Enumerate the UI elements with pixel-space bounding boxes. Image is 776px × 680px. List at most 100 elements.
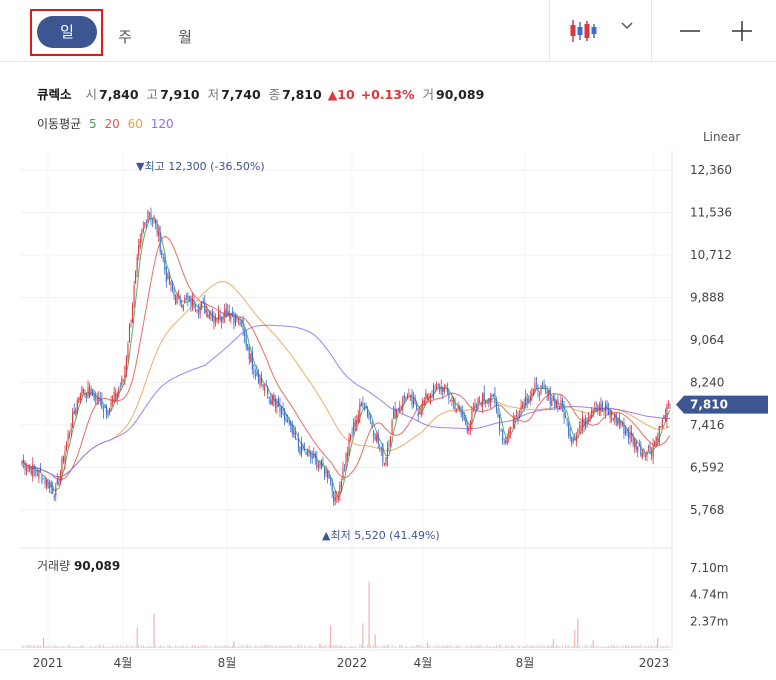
volume-bar (621, 644, 623, 648)
volume-bar (632, 645, 634, 648)
candle-body (537, 385, 539, 392)
volume-bar (199, 646, 201, 648)
candle-body (330, 478, 332, 482)
volume-bar (228, 646, 230, 648)
candle-body (337, 496, 339, 500)
candle-body (388, 444, 390, 446)
candle-body (336, 496, 338, 498)
candle-body (422, 400, 424, 409)
volume-axis-label: 2.37m (690, 614, 728, 628)
candle-body (217, 311, 220, 320)
candle-body (52, 486, 54, 494)
volume-bar (211, 647, 213, 648)
candle-body (373, 430, 375, 436)
candle-body (113, 391, 115, 402)
candle-body (366, 410, 369, 416)
candle-body (623, 422, 625, 434)
period-tab-week[interactable]: 주 (118, 28, 132, 46)
candle-body (568, 423, 570, 435)
volume-bar (247, 645, 249, 648)
volume-bar (552, 638, 554, 648)
candle-body (368, 413, 370, 419)
chart-toolbar: 일 주 월 (0, 0, 776, 62)
ma120-label: 120 (150, 117, 174, 131)
candle-body (517, 415, 519, 418)
ma-label: 이동평균 (37, 117, 82, 131)
volume-bar (139, 646, 141, 648)
candlestick-icon[interactable] (568, 18, 600, 44)
volume-bar (506, 646, 508, 648)
volume-bar (457, 644, 459, 648)
volume-bar (233, 641, 235, 648)
candle-body (472, 409, 475, 411)
volume-bar (429, 646, 431, 648)
candle-body (236, 314, 238, 321)
volume-bar (118, 647, 120, 648)
candle-body (262, 384, 264, 388)
candle-body (592, 410, 594, 413)
volume-bar (314, 646, 316, 648)
plus-icon[interactable] (729, 18, 755, 44)
volume-bar (431, 647, 433, 648)
candle-body (194, 310, 197, 311)
candle-body (409, 394, 412, 396)
volume-bar (465, 645, 467, 648)
price-chart[interactable]: 12,360 11,536 10,712 9,888 9,064 8,240 7,416 6,… (0, 140, 776, 680)
volume-bar (340, 645, 342, 648)
volume-bar (175, 645, 177, 648)
price-axis-label: 10,712 (690, 248, 732, 262)
candle-body (403, 395, 405, 398)
volume-bar (503, 646, 505, 648)
candle-body (282, 408, 284, 411)
ma120-line (22, 324, 671, 478)
candle-body (618, 417, 620, 424)
candle-body (22, 459, 25, 463)
volume-bar (29, 645, 31, 648)
volume-bar (98, 645, 100, 648)
candle-body (522, 403, 524, 409)
period-tab-month[interactable]: 월 (178, 28, 192, 46)
scale-toggle-button[interactable]: Linear (703, 130, 741, 144)
candle-body (649, 445, 651, 452)
candle-body (259, 378, 261, 385)
candle-body (178, 294, 180, 296)
period-tab-day[interactable]: 일 (37, 16, 97, 48)
candle-body (669, 403, 671, 405)
volume-bar (382, 645, 384, 648)
chevron-down-icon[interactable] (618, 20, 636, 38)
candle-body (575, 435, 577, 442)
volume-bar (26, 645, 28, 648)
candle-body (75, 410, 77, 414)
volume-bar (525, 646, 527, 648)
volume-bar (617, 646, 619, 648)
candle-body (429, 394, 432, 398)
volume-bar (391, 644, 393, 648)
volume-bar (130, 645, 132, 648)
volume-bar (293, 646, 295, 648)
candle-body (515, 414, 517, 416)
low-label: 저 (207, 87, 220, 102)
candle-body (254, 374, 256, 376)
volume-bar (179, 646, 181, 648)
volume-bar (350, 646, 352, 648)
minus-icon[interactable] (677, 18, 703, 44)
candle-body (342, 468, 344, 480)
candle-body (333, 491, 335, 503)
candle-body (486, 400, 488, 402)
volume-bar (517, 644, 519, 648)
candle-body (454, 401, 456, 411)
candle-body (475, 405, 478, 408)
candle-body (489, 397, 491, 405)
candle-body (325, 469, 327, 474)
candle-body (50, 482, 52, 488)
candle-body (370, 420, 372, 422)
volume-bar (666, 645, 668, 648)
volume-bar (343, 645, 345, 648)
volume-bar (110, 646, 112, 648)
volume-bar (420, 645, 422, 648)
candle-body (543, 385, 545, 388)
volume-bar (119, 644, 121, 648)
volume-bar (231, 645, 233, 648)
price-axis-label: 8,240 (690, 376, 724, 390)
candle-body (578, 427, 580, 429)
